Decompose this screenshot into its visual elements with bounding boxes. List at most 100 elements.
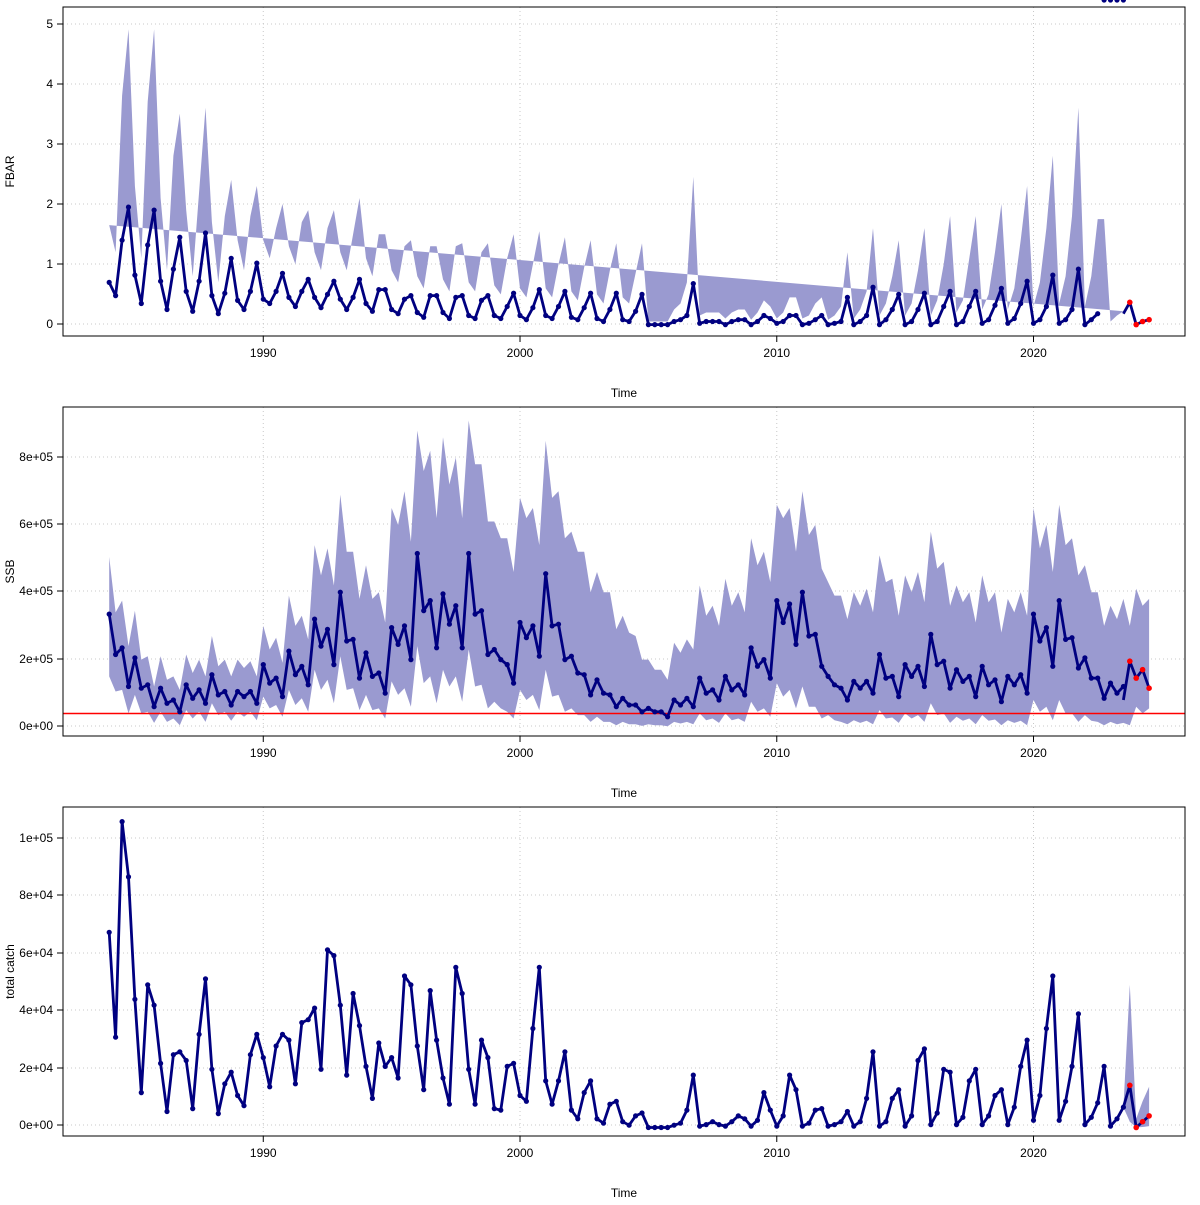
data-point [138,300,144,307]
data-point [1024,278,1030,284]
data-point [1114,1116,1120,1122]
data-point [767,1107,773,1113]
data-point [125,204,132,210]
data-point [235,688,241,695]
data-point [215,1111,221,1117]
data-point [1082,655,1088,661]
x-tick-label: 2000 [507,346,534,360]
data-point [1063,636,1069,643]
fbar-panel: 1990 2000 2010 2020 0 1 2 3 4 5 Time FBAR [3,0,1186,400]
data-point [530,1025,536,1032]
data-point [324,626,331,632]
data-point [125,683,132,690]
data-point [652,1124,658,1131]
data-point [158,685,164,691]
data-point [125,874,132,880]
data-point [947,288,953,294]
data-point [761,657,767,663]
y-tick-label: 5 [46,17,53,31]
data-point [1050,663,1056,669]
data-point [421,1087,427,1093]
data-point [716,318,722,325]
data-point [998,699,1005,705]
data-point [209,1066,215,1072]
data-point [953,1122,960,1128]
data-point [132,996,138,1002]
data-point [1088,317,1094,323]
data-point [626,702,632,708]
y-tick-label: 0e+00 [19,1118,53,1132]
data-point [748,322,754,328]
data-point [729,687,735,693]
data-point [607,306,613,313]
data-point [838,685,844,691]
data-point [896,694,902,700]
data-point [844,697,851,703]
data-point [183,288,189,294]
data-point [600,1120,607,1126]
data-point [485,1055,491,1061]
data-point [510,290,517,296]
data-point [864,312,870,319]
data-point [684,1107,690,1113]
data-point [600,318,607,325]
data-point [896,1087,902,1093]
data-point [241,306,247,313]
data-point [966,673,972,680]
data-point [286,1037,292,1043]
confidence-band [109,821,1150,1128]
data-point [427,598,433,604]
data-point [202,230,209,236]
data-point [1101,1063,1107,1069]
data-point [209,293,215,299]
data-point [626,1122,632,1128]
data-point [966,303,972,310]
data-point [504,1063,510,1069]
data-point [902,322,908,328]
data-point [145,982,151,988]
data-point [536,653,542,659]
data-point [870,284,876,290]
data-point [588,290,594,296]
data-point [305,276,311,282]
data-point [1037,317,1043,323]
data-point [1095,311,1101,317]
data-point [819,663,825,669]
data-point [690,281,696,287]
data-point [633,308,639,314]
data-point [132,655,138,661]
data-point [575,1116,581,1122]
data-point [806,1120,812,1126]
data-point [228,702,234,708]
data-point [703,318,709,325]
data-point [267,1084,273,1090]
data-point [279,694,286,700]
data-point [1024,1037,1030,1043]
data-point [844,1108,851,1115]
data-point [754,318,761,325]
data-point [491,1106,497,1112]
data-point [1082,322,1088,328]
data-point [748,645,754,651]
data-point [427,988,433,994]
data-point [312,616,318,622]
data-point [536,287,542,293]
data-point [369,308,375,314]
data-point [633,1113,639,1119]
data-point [292,672,298,678]
data-point [1120,1104,1126,1110]
data-point [806,633,812,639]
data-point [633,702,639,708]
data-point [523,317,530,323]
data-point [1037,1092,1043,1099]
data-point [472,315,478,322]
data-point [1011,1104,1017,1110]
data-point [337,589,343,595]
data-point [106,611,112,617]
data-point [973,694,979,700]
data-point [170,697,176,703]
data-point [934,1110,940,1116]
data-point [613,704,619,710]
data-point [414,550,420,557]
data-point [1024,690,1030,696]
